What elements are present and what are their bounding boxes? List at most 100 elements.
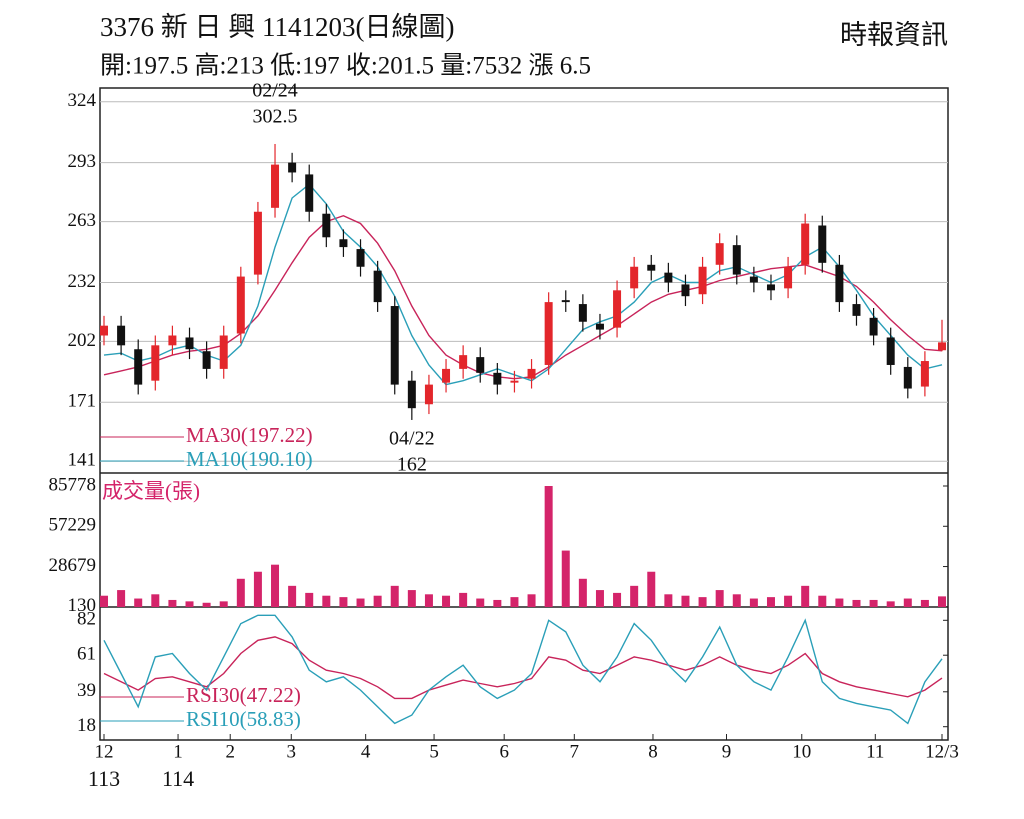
volume-bar: [271, 564, 280, 607]
volume-bar: [938, 596, 946, 607]
y-tick-label: 232: [68, 271, 97, 292]
x-tick-label: 9: [722, 741, 732, 762]
panel-title: 成交量(張): [102, 479, 200, 503]
volume-bar: [390, 585, 399, 607]
candle-body: [202, 351, 211, 369]
y-tick-label: 85778: [49, 474, 97, 495]
x-tick-label: 7: [570, 741, 580, 762]
candle-body: [236, 276, 245, 334]
candle-body: [373, 270, 382, 303]
annotation-date: 04/22: [389, 428, 435, 450]
volume-bar: [647, 571, 656, 607]
x-tick-label: 2: [225, 741, 235, 762]
volume-bar: [202, 602, 211, 607]
volume-bar: [442, 595, 451, 607]
volume-bar: [801, 585, 810, 607]
y-tick-label: 263: [68, 210, 97, 231]
volume-bar: [886, 601, 895, 607]
volume-bar: [630, 585, 639, 607]
volume-bar: [100, 595, 108, 607]
frame: [99, 87, 949, 741]
y-tick-label: 130: [68, 595, 97, 616]
volume-bar: [852, 599, 861, 607]
y-tick-label: 57229: [49, 515, 97, 536]
candle-body: [852, 304, 861, 316]
source: 時報資訊: [840, 20, 948, 50]
annotation-value: 162: [397, 454, 427, 476]
y-tick-label: 324: [68, 90, 97, 111]
y-tick-label: 171: [68, 391, 97, 412]
volume-bar: [407, 590, 416, 607]
y-tick-label: 61: [77, 644, 96, 665]
volume-bar: [595, 590, 604, 607]
volume-bar: [613, 592, 622, 607]
x-tick-label: 3: [287, 741, 297, 762]
candle-body: [630, 266, 639, 289]
candle-body: [305, 174, 314, 212]
candle-body: [869, 317, 878, 336]
candle-body: [322, 213, 331, 238]
legend-label: MA10(190.10): [186, 447, 313, 471]
candle-body: [134, 349, 143, 385]
volume-bar: [681, 595, 690, 607]
candle-body: [647, 264, 656, 271]
line: [103, 614, 943, 725]
y-tick-label: 39: [77, 680, 96, 701]
candle-body: [784, 266, 793, 289]
volume-bar: [749, 598, 758, 607]
volume-bar: [322, 595, 331, 607]
volume-bar: [459, 592, 468, 607]
x-tick-label: 4: [361, 741, 371, 762]
candle-body: [390, 306, 399, 385]
volume-bar: [698, 597, 707, 607]
volume-bar: [288, 585, 297, 607]
volume-bar: [527, 594, 536, 607]
candle-body: [818, 225, 827, 263]
volume-bar: [168, 599, 177, 607]
x-tick-label: 6: [499, 741, 509, 762]
x-tick-label: 1: [173, 741, 183, 762]
candle-body: [510, 380, 519, 383]
volume-bar: [784, 595, 793, 607]
volume-bar: [664, 594, 673, 607]
volume-bar: [920, 599, 929, 607]
volume-bar: [544, 486, 553, 607]
y-tick-label: 202: [68, 330, 97, 351]
y-tick-label: 293: [68, 151, 97, 172]
volume-bar: [766, 597, 775, 607]
annotation-date: 02/24: [252, 80, 298, 102]
candle-body: [835, 264, 844, 303]
volume-bar: [903, 598, 912, 607]
x-tick-label: 12: [95, 741, 114, 762]
candle-body: [117, 325, 126, 346]
x-tick-label: 12/3: [925, 741, 959, 762]
legend-label: RSI30(47.22): [186, 683, 301, 707]
legend-label: RSI10(58.83): [186, 707, 301, 731]
candle-body: [801, 223, 810, 265]
candle-body: [168, 335, 177, 346]
candle-body: [253, 211, 262, 275]
volume-bar: [117, 590, 126, 607]
candle-body: [561, 300, 570, 303]
candle-body: [749, 276, 758, 283]
volume-bar: [818, 595, 827, 607]
candle-body: [185, 337, 194, 350]
volume-bar: [219, 601, 228, 607]
candle-body: [886, 337, 895, 365]
volume-bar: [305, 592, 314, 607]
volume-bar: [510, 597, 519, 607]
annotation-value: 302.5: [253, 106, 298, 128]
volume-bar: [373, 595, 382, 607]
candle-body: [578, 304, 587, 322]
legend-label: MA30(197.22): [186, 423, 313, 447]
volume-bar: [732, 594, 741, 607]
candle-body: [424, 384, 433, 405]
x-tick-label: 5: [429, 741, 439, 762]
candle-body: [271, 164, 280, 208]
candle-body: [100, 325, 108, 336]
candle-body: [664, 272, 673, 283]
y-tick-label: 141: [68, 450, 97, 471]
candle-body: [339, 239, 348, 248]
candle-body: [920, 361, 929, 387]
y-tick-label: 82: [77, 609, 96, 630]
